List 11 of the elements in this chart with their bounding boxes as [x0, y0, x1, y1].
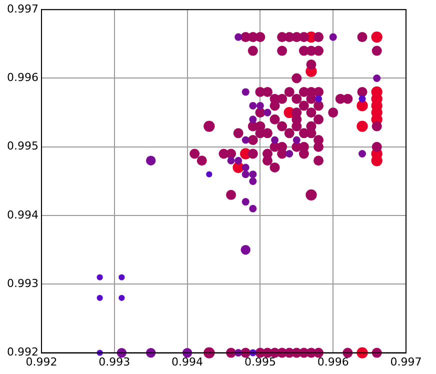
x-tick-label: 0.997 [390, 355, 422, 368]
y-tick-label: 0.996 [6, 71, 38, 84]
x-tick-label: 0.993 [98, 355, 130, 368]
y-tick-label: 0.994 [6, 208, 38, 222]
x-tick-label: 0.994 [172, 355, 204, 368]
x-tick-label: 0.992 [26, 355, 58, 368]
x-tick-label: 0.996 [317, 355, 349, 368]
y-tick-label: 0.993 [6, 277, 38, 290]
y-tick-label: 0.997 [6, 2, 38, 16]
x-tick-label: 0.995 [244, 355, 276, 368]
y-tick-label: 0.995 [6, 140, 38, 153]
